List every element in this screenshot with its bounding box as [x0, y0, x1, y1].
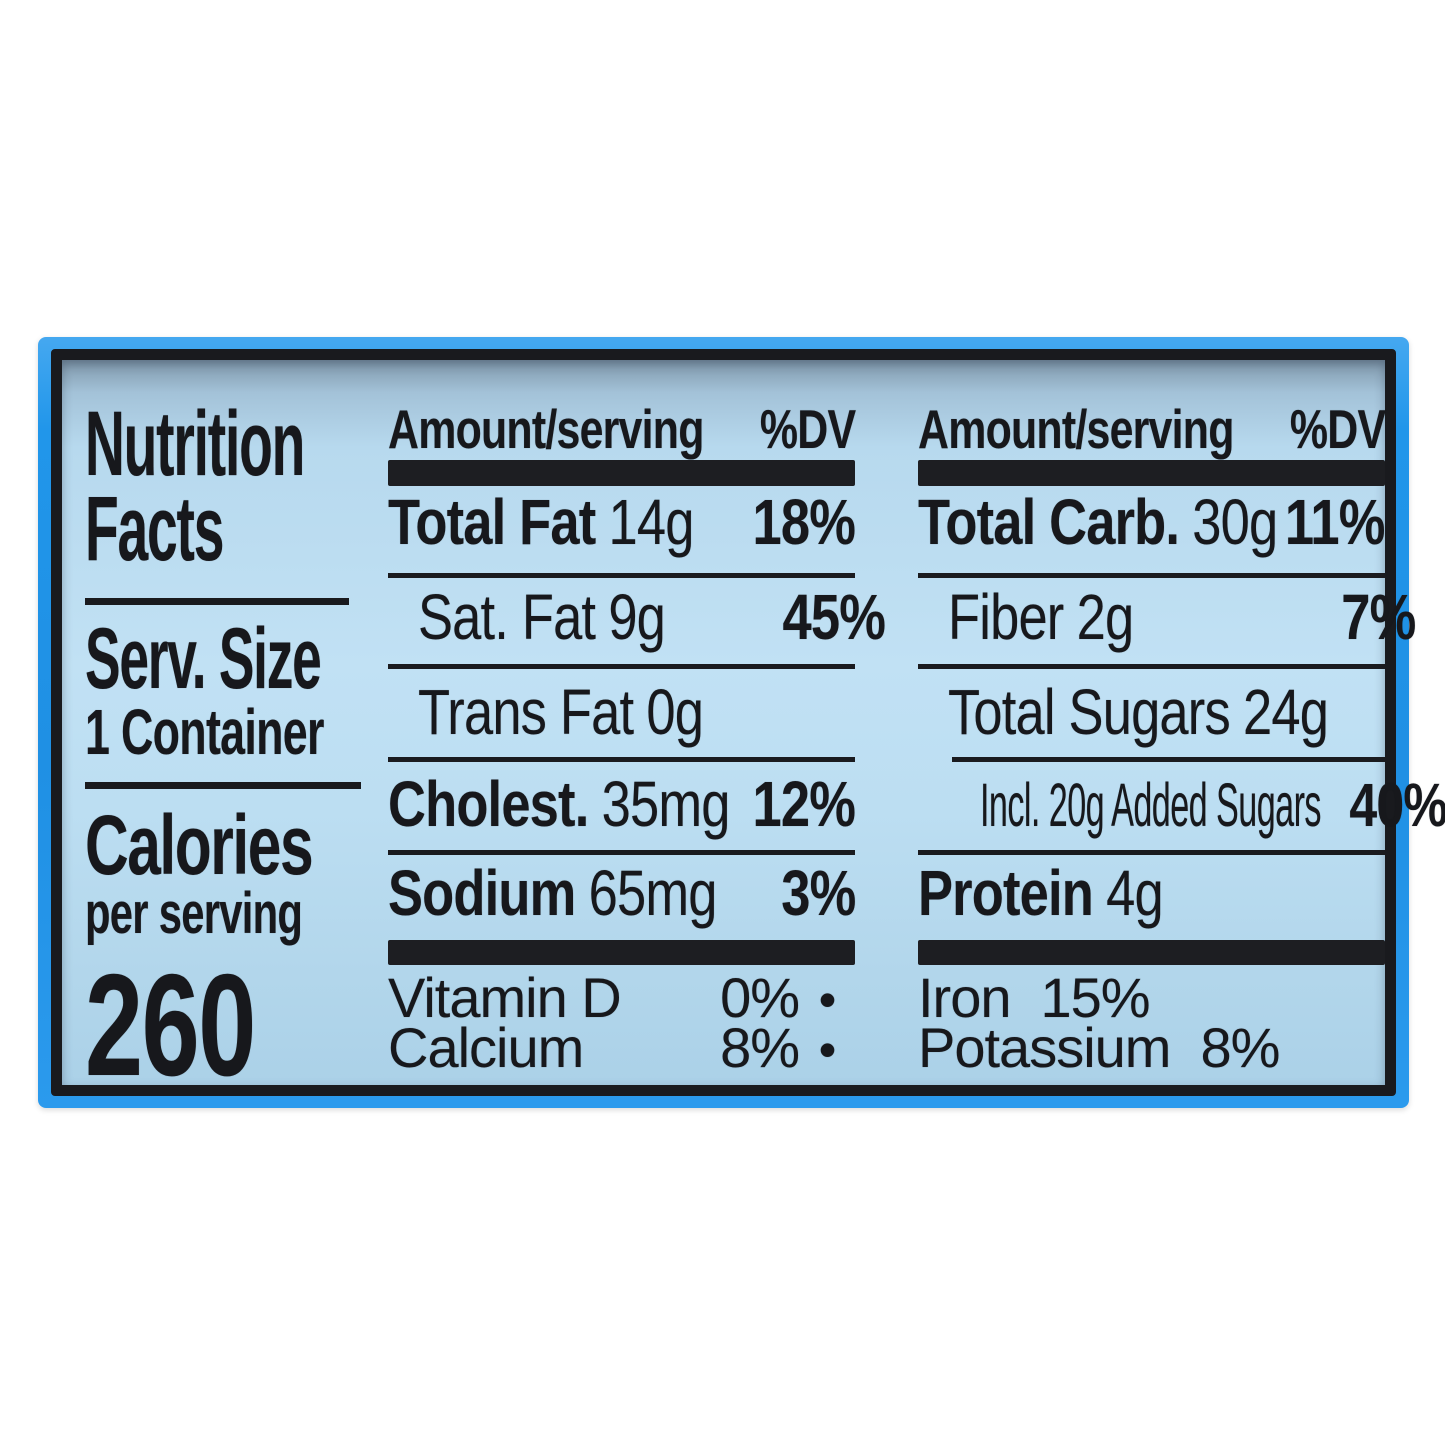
nutrient-row-sat-fat: Sat. Fat 9g 45% — [418, 581, 886, 653]
nutrient-column-2: Amount/serving %DV Total Carb. 30g 11% Fi… — [918, 337, 1445, 1108]
thick-rule — [918, 940, 1385, 965]
amount-serving-header: Amount/serving — [388, 398, 704, 460]
thick-rule — [388, 940, 855, 965]
column-header: Amount/serving %DV — [388, 398, 856, 460]
nutrition-facts-label: Nutrition Facts Serv. Size 1 Container C… — [38, 337, 1445, 1108]
calories-sublabel: per serving — [85, 881, 303, 946]
divider — [85, 598, 349, 605]
nutrient-row-cholesterol: Cholest. 35mg 12% — [388, 768, 856, 840]
divider — [918, 573, 1385, 578]
thick-rule — [388, 460, 855, 486]
micronutrient-row-potassium: Potassium 8% — [918, 1016, 1280, 1079]
calories-value: 260 — [85, 944, 256, 1106]
nutrient-row-total-sugars: Total Sugars 24g — [948, 676, 1329, 748]
nutrient-row-trans-fat: Trans Fat 0g — [418, 676, 704, 748]
nutrient-row-protein: Protein 4g — [918, 857, 1164, 929]
thick-rule — [918, 460, 1385, 486]
bullet-separator: • — [818, 972, 836, 1028]
amount-serving-header: Amount/serving — [918, 398, 1234, 460]
label-title: Nutrition Facts — [85, 393, 450, 580]
title-line-1: Nutrition — [85, 393, 305, 495]
percent-dv-header: %DV — [759, 398, 856, 460]
nutrient-row-sodium: Sodium 65mg 3% — [388, 857, 856, 929]
nutrient-row-added-sugars: Incl. 20g Added Sugars 40% — [980, 771, 1445, 839]
serving-size-value: 1 Container — [85, 696, 324, 768]
column-header: Amount/serving %DV — [918, 398, 1386, 460]
micronutrient-row-vitamin-d: Vitamin D 0% • — [388, 966, 836, 1029]
left-column: Nutrition Facts Serv. Size 1 Container C… — [85, 337, 385, 1108]
divider — [388, 664, 855, 669]
divider — [952, 757, 1385, 762]
title-line-2: Facts — [85, 477, 224, 580]
nutrient-row-fiber: Fiber 2g 7% — [948, 581, 1416, 653]
micronutrient-row-iron: Iron 15% — [918, 966, 1151, 1029]
divider — [388, 573, 855, 578]
nutrient-row-total-fat: Total Fat 14g 18% — [388, 486, 856, 558]
bullet-separator: • — [818, 1022, 836, 1078]
divider — [388, 757, 855, 762]
divider — [85, 782, 361, 789]
micronutrient-row-calcium: Calcium 8% • — [388, 1016, 836, 1079]
nutrient-row-total-carb: Total Carb. 30g 11% — [918, 486, 1386, 558]
nutrient-column-1: Amount/serving %DV Total Fat 14g 18% Sat.… — [388, 337, 886, 1108]
serving-size-label: Serv. Size — [85, 611, 322, 707]
percent-dv-header: %DV — [1289, 398, 1386, 460]
divider — [918, 850, 1385, 855]
divider — [388, 850, 855, 855]
divider — [918, 664, 1385, 669]
calories-label: Calories — [85, 798, 314, 892]
